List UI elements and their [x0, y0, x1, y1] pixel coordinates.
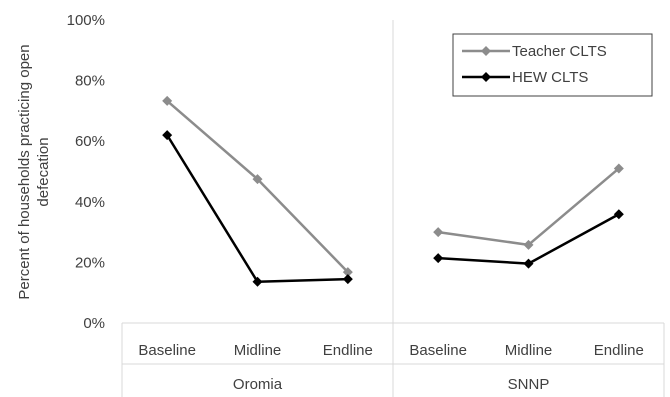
series-line: [166, 134, 348, 284]
y-tick-label: 80%: [75, 73, 105, 90]
data-point: [162, 130, 173, 141]
data-point: [342, 274, 353, 285]
y-tick-label: 100%: [67, 12, 105, 29]
y-tick-label: 40%: [75, 194, 105, 211]
legend-swatch-marker: [481, 72, 491, 82]
y-tick-label: 0%: [83, 315, 105, 332]
x-tick-label: Midline: [505, 342, 553, 359]
x-tick-label: Endline: [594, 342, 644, 359]
group-label: Oromia: [233, 376, 283, 393]
y-tick-label: 20%: [75, 254, 105, 271]
legend: Teacher CLTS HEW CLTS: [452, 33, 653, 97]
x-tick-label: Baseline: [409, 342, 467, 359]
data-point: [342, 267, 353, 278]
series-line: [437, 167, 620, 247]
x-tick-label: Endline: [323, 342, 373, 359]
series-line: [438, 213, 620, 265]
series-teacher-clts: [162, 95, 624, 278]
data-point: [433, 253, 444, 264]
legend-label: Teacher CLTS: [512, 43, 607, 60]
legend-box: [452, 33, 653, 97]
data-point: [252, 276, 263, 287]
data-point: [523, 239, 534, 250]
series-line: [166, 99, 349, 273]
y-axis-title-line-2: defecation: [35, 137, 52, 206]
y-tick-labels: 0% 20% 40% 60% 80% 100%: [67, 12, 105, 332]
x-tick-label: Midline: [234, 342, 282, 359]
y-tick-label: 60%: [75, 133, 105, 150]
data-point: [162, 95, 173, 106]
x-tick-labels: Baseline Midline Endline Oromia Baseline Midl…: [138, 342, 643, 393]
data-point: [252, 174, 263, 185]
data-point: [613, 209, 624, 220]
legend-label: HEW CLTS: [512, 69, 588, 86]
group-label: SNNP: [508, 376, 550, 393]
series-hew-clts: [162, 130, 624, 287]
y-axis-title-line-1: Percent of households practicing open: [16, 44, 33, 299]
axes: [121, 20, 665, 397]
legend-entry: Teacher CLTS: [462, 43, 607, 60]
legend-swatch-marker: [481, 46, 491, 56]
y-axis-title: Percent of households practicing open de…: [16, 44, 52, 299]
legend-entry: HEW CLTS: [462, 69, 588, 86]
data-point: [613, 163, 624, 174]
data-point: [433, 227, 444, 238]
series-layer: [162, 95, 624, 287]
data-point: [523, 258, 534, 269]
x-tick-label: Baseline: [138, 342, 196, 359]
